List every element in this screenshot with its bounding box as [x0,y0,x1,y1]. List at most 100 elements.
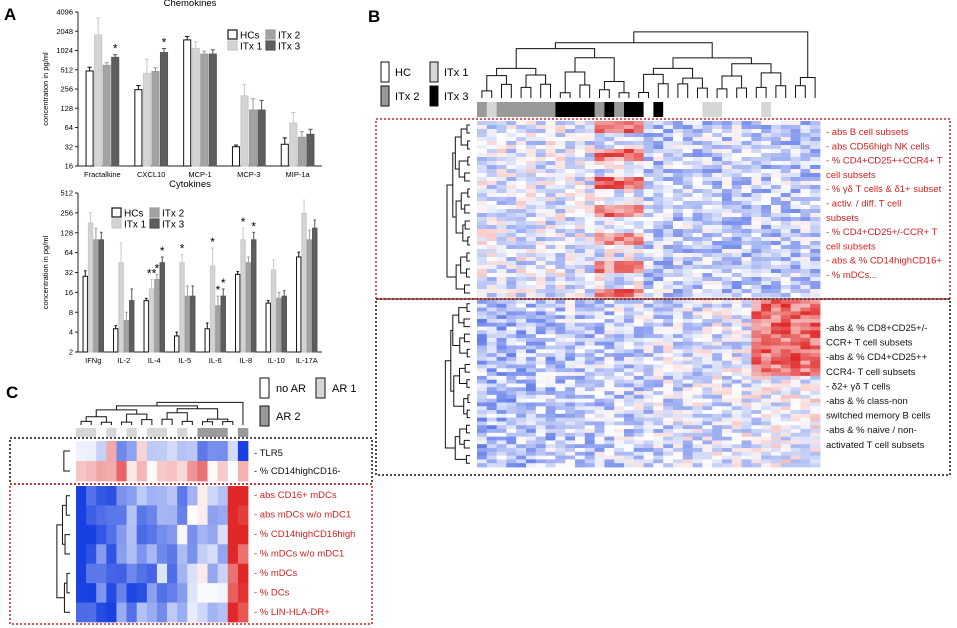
heatmap-cell [643,387,654,392]
heatmap-cell [624,364,635,369]
heatmap-cell [780,157,791,162]
heatmap-cell [702,451,713,457]
heatmap-cell [496,293,507,298]
heatmap-cell [555,193,566,198]
heatmap-cell [506,387,517,392]
heatmap-cell [604,413,615,419]
heatmap-cell [692,277,703,282]
heatmap-cell [526,269,537,274]
heatmap-cell [800,341,811,346]
dendrogram-branch [222,421,234,425]
heatmap-cell [575,221,586,226]
heatmap-cell [653,349,664,354]
heatmap-cell [780,269,791,274]
heatmap-cell [565,429,576,434]
heatmap-cell [761,217,772,222]
heatmap-cell [682,364,693,369]
heatmap-cell [780,364,791,369]
heatmap-cell [663,133,674,138]
heatmap-cell [535,417,546,422]
dendrogram-branch [100,421,112,425]
dendrogram-branch [181,420,193,425]
heatmap-cell [692,300,703,305]
heatmap-cell [516,157,527,162]
heatmap-cell [712,193,723,198]
heatmap-cell [692,173,703,178]
heatmap-cell [633,129,644,134]
heatmap-cell [810,391,821,396]
heatmap-cell [771,410,782,415]
heatmap-cell [496,221,507,226]
heatmap-cell [643,277,654,282]
heatmap-cell [771,440,782,445]
heatmap-cell [643,360,654,365]
heatmap-cell [477,429,488,434]
heatmap-cell [217,544,229,565]
legend-label: HCs [240,31,259,42]
heatmap-cell [516,137,527,142]
heatmap-cell [584,379,595,384]
heatmap-cell [702,421,713,426]
heatmap-cell [565,349,576,354]
heatmap-cell [477,173,488,178]
heatmap-cell [722,185,733,190]
heatmap-cell [751,253,762,258]
heatmap-cell [790,425,801,430]
heatmap-cell [604,451,615,457]
heatmap-cell [496,137,507,142]
heatmap-cell [506,379,517,384]
heatmap-cell [731,432,742,438]
heatmap-cell [790,398,801,403]
heatmap-cell [555,356,566,362]
heatmap-cell [535,285,546,290]
heatmap-cell [624,455,635,460]
heatmap-cell [126,563,138,584]
heatmap-cell [751,379,762,384]
heatmap-cell [692,410,703,415]
heatmap-cell [633,233,644,238]
heatmap-cell [594,455,605,460]
heatmap-cell [496,289,507,294]
heatmap-cell [506,330,517,335]
heatmap-cell [761,237,772,242]
column-group-cell [516,102,527,117]
heatmap-cell [682,137,693,142]
heatmap-cell [682,356,693,362]
heatmap-cell [496,209,507,214]
heatmap-cell [477,345,488,350]
heatmap-cell [712,356,723,362]
heatmap-cell [614,349,625,354]
bar [235,273,241,353]
heatmap-cell [771,229,782,234]
heatmap-cell [643,448,654,453]
heatmap-cell [692,281,703,286]
heatmap-cell [506,213,517,218]
y-tick-label: 128 [60,104,73,113]
heatmap-cell [751,229,762,234]
heatmap-cell [565,145,576,150]
heatmap-cell [496,149,507,154]
heatmap-cell [496,429,507,434]
heatmap-cell [673,345,684,350]
heatmap-cell [790,129,801,134]
y-tick-label: 256 [60,208,73,217]
heatmap-cell [673,165,684,170]
heatmap-cell [545,161,556,166]
heatmap-cell [584,149,595,154]
heatmap-cell [653,417,664,422]
heatmap-cell [477,432,488,438]
heatmap-cell [584,451,595,457]
heatmap-cell [486,364,497,369]
heatmap-cell [604,383,615,388]
heatmap-cell [604,417,615,422]
heatmap-cell [526,337,537,343]
column-group-cell [575,102,586,117]
heatmap-cell [771,326,782,331]
heatmap-cell [771,368,782,373]
dendrogram-branch [64,534,70,555]
heatmap-cell [692,129,703,134]
heatmap-cell [555,429,566,434]
heatmap-cell [486,353,497,358]
heatmap-cell [516,121,527,126]
heatmap-cell [761,341,772,346]
